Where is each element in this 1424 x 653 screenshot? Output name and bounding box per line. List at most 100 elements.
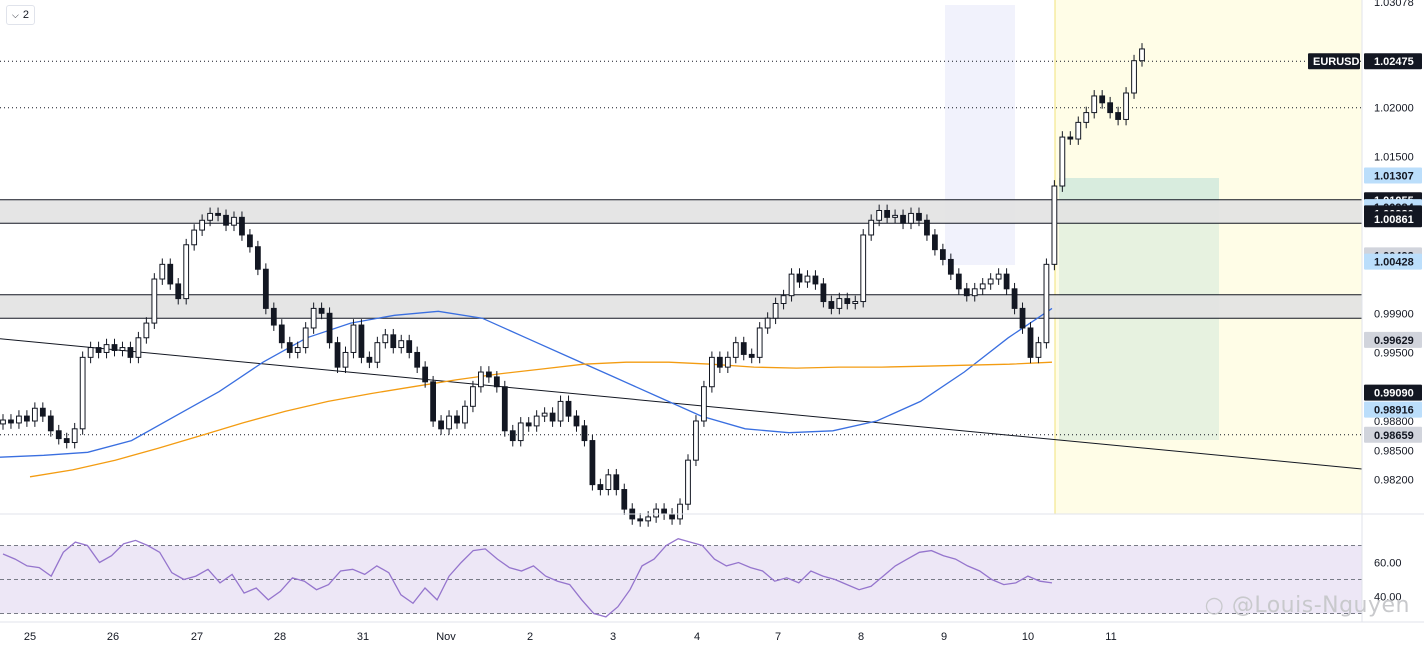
candle-body (374, 342, 381, 363)
candle-body (708, 356, 715, 388)
time-axis-label: 28 (274, 631, 286, 643)
candle-body (398, 340, 405, 349)
price-axis-label: 0.98500 (1374, 445, 1414, 457)
candle-body (1131, 60, 1137, 94)
candle-body (270, 307, 277, 326)
rsi-axis-label: 60.00 (1374, 558, 1402, 570)
candle-body (924, 219, 930, 236)
candle-body (533, 415, 540, 427)
candle-body (812, 275, 819, 285)
candle-body (939, 249, 946, 260)
candle-body (326, 312, 333, 344)
candle-body (661, 508, 667, 515)
symbol-tag (1308, 53, 1360, 70)
price-axis-label: 0.99900 (1374, 308, 1414, 320)
time-axis-label: 10 (1022, 631, 1034, 643)
candle-body (55, 430, 62, 440)
price-tag-label: 1.02475 (1374, 56, 1414, 68)
candle-body (796, 273, 803, 283)
candle-body (0, 419, 6, 425)
time-axis-label: 26 (107, 631, 119, 643)
candle-body (693, 420, 699, 461)
candle-body (438, 420, 444, 430)
candle-body (406, 340, 413, 353)
candle-body (430, 381, 437, 422)
candle-body (414, 351, 421, 368)
candle-body (963, 288, 970, 297)
candle-body (302, 327, 309, 349)
time-axis-label: 7 (775, 631, 781, 643)
candle-body (422, 366, 429, 383)
candle-body (525, 422, 532, 427)
candle-body (143, 322, 150, 339)
candle-body (621, 489, 628, 510)
candle-body (111, 344, 118, 351)
price-axis-label: 0.98200 (1374, 475, 1414, 487)
candle-body (454, 415, 460, 424)
candle-body (39, 407, 46, 417)
candle-body (358, 324, 365, 358)
candle-body (151, 278, 158, 324)
candle-body (908, 212, 914, 224)
candle-body (804, 275, 811, 283)
price-axis-label: 1.01500 (1374, 152, 1414, 164)
price-tag (1364, 53, 1422, 70)
candle-body (103, 344, 110, 353)
candle-body (1075, 121, 1082, 140)
candle-body (159, 263, 166, 280)
ma-blue-line (0, 307, 1053, 458)
candle-body (462, 405, 468, 424)
candle-body (1115, 112, 1121, 120)
time-axis-label: 2 (527, 631, 533, 643)
candle-body (820, 283, 827, 303)
candle-body (31, 407, 38, 422)
candle-body (876, 209, 883, 221)
candle-body (971, 288, 978, 297)
session-highlight (1055, 0, 1362, 514)
candle-body (740, 342, 747, 355)
candle-body (334, 342, 341, 368)
candle-body (286, 342, 293, 353)
candle-body (565, 400, 572, 417)
candle-body (485, 371, 492, 378)
price-tag (1364, 401, 1422, 418)
time-axis-label: 9 (941, 631, 947, 643)
candle-body (868, 219, 875, 236)
candle-body (135, 337, 142, 358)
candle-body (979, 283, 986, 290)
candle-body (1003, 273, 1010, 290)
candle-body (262, 268, 269, 309)
weibo-icon: ○ (1204, 593, 1225, 618)
indicator-collapse-button[interactable]: ⌵ 2 (6, 5, 35, 25)
candle-body (278, 324, 285, 344)
candle-body (191, 229, 198, 246)
candle-body (1051, 185, 1058, 265)
candle-body (470, 386, 476, 407)
price-axis-label: 0.98800 (1374, 416, 1414, 428)
candle-body (24, 415, 30, 422)
candle-body (900, 214, 906, 224)
candle-body (581, 425, 588, 442)
candle-body (390, 334, 397, 349)
price-tag (1364, 384, 1422, 401)
time-axis-label: 25 (24, 631, 36, 643)
candle-body (677, 503, 683, 520)
candle-body (748, 353, 755, 358)
candle-body (764, 317, 771, 329)
candle-body (947, 258, 954, 275)
candle-body (541, 412, 548, 417)
price-tag-label: 1.01307 (1374, 171, 1414, 183)
candle-body (1123, 92, 1129, 120)
candle-body (637, 518, 644, 522)
candle-body (1107, 102, 1114, 114)
chevron-down-icon: ⌵ (12, 10, 19, 20)
price-axis-label: 1.03078 (1374, 0, 1414, 9)
candle-body (836, 298, 843, 309)
range-box (945, 5, 1015, 265)
candle-body (501, 386, 508, 432)
candle-body (493, 376, 500, 388)
candle-body (239, 216, 245, 236)
candle-body (294, 347, 301, 353)
